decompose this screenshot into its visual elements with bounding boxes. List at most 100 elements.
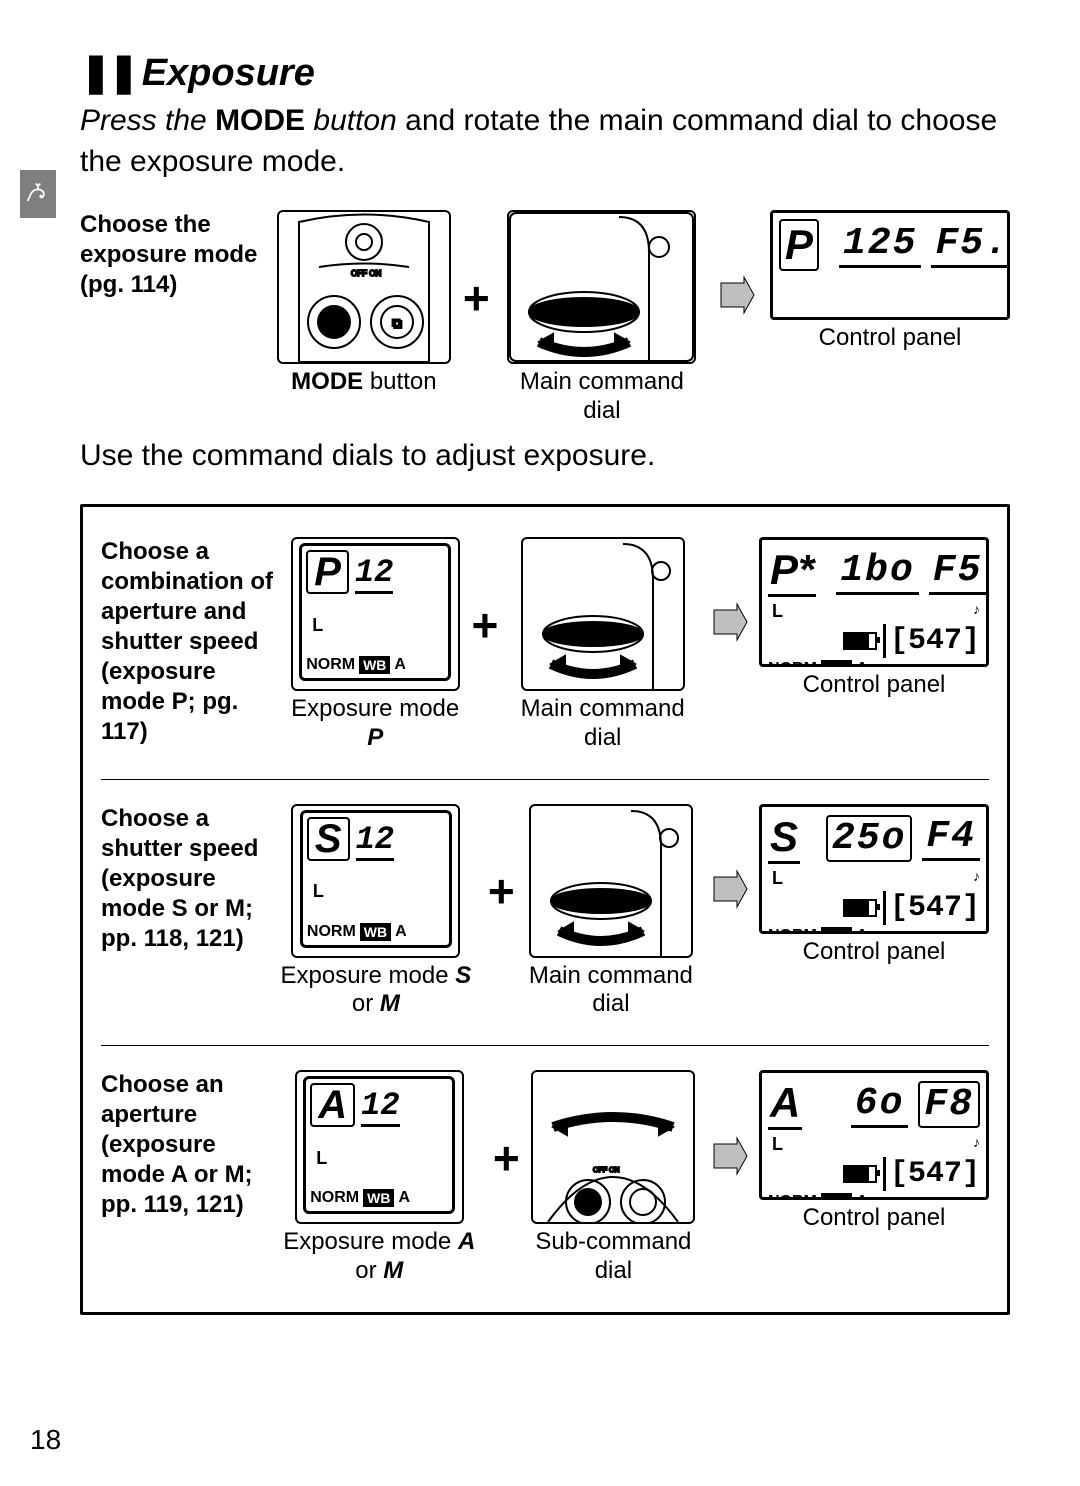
lcd-shots: [547]	[883, 624, 980, 658]
battery-icon	[843, 899, 877, 917]
step-exposure-mode: P12 L NORMWBA Exposure mode P	[287, 537, 464, 753]
mini-l: L	[312, 615, 444, 636]
mini-a: A	[395, 923, 407, 941]
music-icon: ♪	[973, 601, 980, 617]
mini-l: L	[316, 1148, 448, 1169]
manual-page: ❚❚Exposure Press the MODE button and rot…	[0, 0, 1080, 1486]
battery-icon	[843, 1165, 877, 1183]
mini-wb: WB	[359, 656, 390, 674]
mini-mode: S	[307, 817, 350, 861]
mini-val: 12	[356, 821, 394, 861]
svg-text:OFF ON: OFF ON	[351, 269, 381, 278]
mini-a: A	[398, 1189, 410, 1207]
caption-result: Control panel	[803, 671, 946, 700]
mini-lcd-illustration: S12 L NORMWBA	[291, 804, 460, 958]
svg-text:MODE: MODE	[319, 320, 349, 331]
lcd-l: L♪	[772, 868, 980, 889]
music-icon: ♪	[973, 1134, 980, 1150]
mini-wb: WB	[360, 923, 391, 941]
caption-result: Control panel	[803, 938, 946, 967]
step-dial: MODE OFF ON Sub-command dial	[528, 1070, 699, 1286]
cap-mode-t: button	[363, 368, 436, 395]
cap-mode-b: MODE	[291, 368, 363, 395]
arrow-icon	[709, 869, 749, 954]
mini-lcd-illustration: P12 L NORMWBA	[291, 537, 460, 691]
heading-bullets: ❚❚	[80, 52, 136, 94]
intro-paragraph: Press the MODE button and rotate the mai…	[80, 101, 1010, 182]
intro-mode: MODE	[215, 104, 305, 137]
result-lcd: S 25o F4 L♪ [547] NORM WBA	[759, 804, 989, 934]
lcd-aperture: F5.6	[931, 222, 1010, 268]
exposure-table: Choose a combination of aperture and shu…	[80, 504, 1010, 1315]
caption-mode-button: MODE button	[291, 368, 436, 397]
step-control-panel: P 125 F5.6 Control panel	[770, 210, 1010, 353]
top-row-label: Choose the exposure mode (pg. 114)	[80, 210, 263, 300]
dial-illustration: MODE OFF ON	[531, 1070, 695, 1224]
lcd-mode: P*	[768, 546, 816, 597]
mini-norm: NORM	[307, 923, 356, 941]
lcd-wb: WB	[821, 660, 852, 667]
lcd-mode: S	[768, 813, 800, 864]
page-number: 18	[30, 1424, 61, 1456]
arrow-icon	[709, 1136, 749, 1221]
caption-exposure-mode: Exposure mode P	[287, 695, 464, 753]
step-exposure-mode: S12 L NORMWBA Exposure mode S or M	[272, 804, 480, 1020]
svg-text:⧉: ⧉	[392, 315, 402, 331]
intro-c: button	[305, 104, 397, 137]
plus-icon: +	[463, 271, 490, 365]
mini-norm: NORM	[306, 656, 355, 674]
mini-val: 12	[361, 1087, 399, 1127]
svg-text:MODE: MODE	[576, 1200, 600, 1209]
arrow-icon	[716, 275, 756, 360]
caption-dial: Main command dial	[523, 962, 699, 1020]
row-label: Choose an aperture (exposure mode A or M…	[101, 1070, 264, 1220]
lcd-a: A	[856, 927, 868, 934]
mode-button-illustration: MODE ⧉ OFF ON	[277, 210, 451, 364]
table-row: Choose an aperture (exposure mode A or M…	[101, 1045, 989, 1294]
intro-a: Press the	[80, 104, 215, 137]
mini-a: A	[394, 656, 406, 674]
result-lcd: A 6o F8 L♪ [547] NORM WBA	[759, 1070, 989, 1200]
caption-result: Control panel	[803, 1204, 946, 1233]
table-row: Choose a shutter speed (exposure mode S …	[101, 779, 989, 1028]
lcd-a: A	[856, 660, 868, 667]
plus-icon: +	[472, 598, 499, 692]
caption-exposure-mode: Exposure mode S or M	[272, 962, 480, 1020]
section-heading: ❚❚Exposure	[80, 50, 1010, 95]
lcd-shots: [547]	[883, 1157, 980, 1191]
mini-mode: P	[306, 550, 349, 594]
lcd-l: L♪	[772, 1134, 980, 1155]
lcd-wb: WB	[821, 927, 852, 934]
music-icon: ♪	[973, 868, 980, 884]
step-main-dial: Main command dial	[502, 210, 702, 426]
lcd-a: A	[856, 1193, 868, 1200]
lcd-shutter: 25o	[826, 815, 912, 862]
lcd-aperture: F8	[918, 1081, 980, 1128]
step-dial: Main command dial	[506, 537, 699, 753]
step-mode-button: MODE ⧉ OFF ON MODE button	[277, 210, 451, 397]
main-dial-illustration	[507, 210, 696, 364]
mini-mode: A	[310, 1083, 355, 1127]
lcd-norm: NORM	[768, 660, 817, 667]
lcd-shutter: 125	[839, 222, 921, 268]
lcd-aperture: F4	[922, 815, 980, 861]
row-label: Choose a combination of aperture and shu…	[101, 537, 277, 747]
mini-wb: WB	[363, 1189, 394, 1207]
battery-icon	[843, 632, 877, 650]
step-result-lcd: P* 1bo F5 L♪ [547] NORM WBA Control pane…	[759, 537, 989, 700]
step-result-lcd: S 25o F4 L♪ [547] NORM WBA Control panel	[759, 804, 989, 967]
lcd-shutter: 1bo	[836, 549, 918, 595]
lcd-norm: NORM	[768, 1193, 817, 1200]
top-row: Choose the exposure mode (pg. 114) MODE …	[80, 210, 1010, 426]
mini-val: 12	[355, 554, 393, 594]
mini-norm: NORM	[310, 1189, 359, 1207]
caption-dial: Main command dial	[506, 695, 699, 753]
dial-illustration	[529, 804, 693, 958]
control-panel-lcd-top: P 125 F5.6	[770, 210, 1010, 320]
lcd-shots: [547]	[883, 891, 980, 925]
lcd-mode: A	[768, 1079, 802, 1130]
table-row: Choose a combination of aperture and shu…	[101, 529, 989, 761]
intro2: Use the command dials to adjust exposure…	[80, 436, 1010, 477]
lcd-l: L♪	[772, 601, 980, 622]
side-tab-icon	[20, 170, 56, 218]
